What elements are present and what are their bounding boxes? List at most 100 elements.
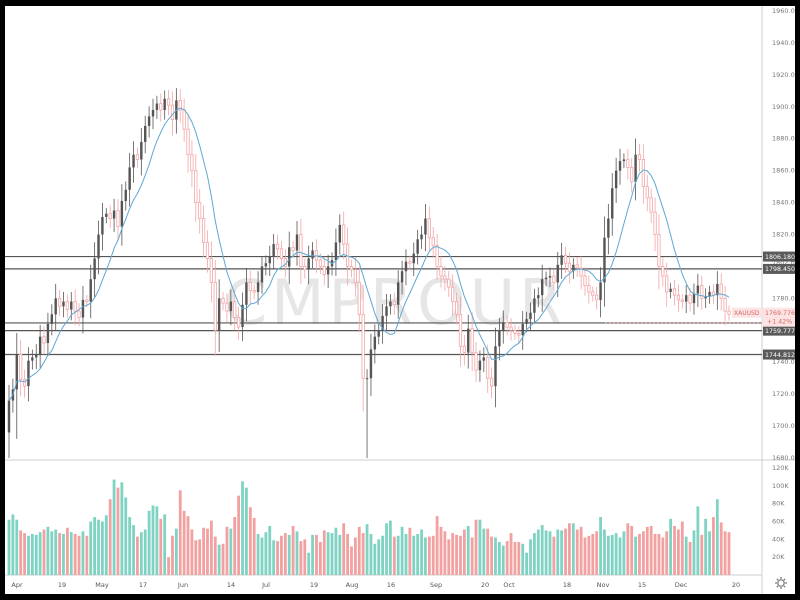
candle-body [144, 125, 147, 142]
volume-bar [622, 531, 626, 575]
symbol-tag-bg [732, 307, 762, 318]
volume-bar [610, 534, 614, 575]
volume-bar [217, 544, 221, 575]
candle-body [672, 288, 677, 296]
volume-bar [93, 517, 97, 575]
price-tick-label: 1960.000 [772, 7, 795, 15]
candle-body [637, 154, 642, 160]
candle-body [412, 253, 415, 264]
volume-bar [202, 527, 205, 575]
candle-body [607, 218, 610, 238]
candle-body [209, 258, 213, 283]
candle-body [31, 357, 34, 361]
candle-body [572, 264, 575, 272]
volume-bar [715, 499, 719, 575]
volume-bar [361, 533, 365, 575]
volume-bar [198, 539, 202, 575]
volume-bar [237, 495, 241, 575]
candle-body [361, 313, 365, 379]
candle-body [198, 202, 202, 219]
volume-bar [416, 533, 420, 575]
volume-bar [322, 530, 326, 575]
volume-bar [638, 533, 641, 575]
volume-bar [618, 537, 622, 575]
volume-bar [159, 518, 163, 575]
volume-bar [97, 519, 100, 575]
volume-bar [583, 537, 587, 575]
volume-bar [497, 542, 501, 575]
candle-body [696, 285, 700, 294]
volume-bar [186, 516, 190, 575]
volume-bar [120, 482, 124, 575]
chart-background [5, 6, 795, 594]
volume-bar [641, 531, 645, 575]
candle-body [509, 326, 513, 331]
candle-body [431, 237, 435, 247]
volume-bar [435, 516, 439, 575]
volume-bar [128, 517, 132, 575]
candle-body [275, 243, 280, 250]
candle-body [260, 266, 264, 283]
volume-bar [209, 520, 213, 575]
volume-bar [677, 529, 680, 575]
candle-body [105, 213, 108, 217]
volume-bar [81, 531, 85, 575]
candle-body [641, 159, 645, 188]
volume-bar [357, 526, 361, 575]
candle-body [513, 329, 517, 334]
volume-bar [509, 533, 513, 575]
candle-body [178, 100, 182, 111]
volume-bar [268, 525, 272, 575]
candle-body [704, 296, 707, 299]
time-label: 20 [732, 581, 740, 589]
volume-bar [147, 510, 151, 575]
candle-body [186, 128, 190, 156]
volume-bar [494, 537, 497, 575]
volume-bar [342, 523, 346, 575]
volume-bar [385, 523, 388, 575]
candle-body [288, 247, 291, 267]
volume-axis-ticks: 120K 100K 80K 60K 40K 20K [772, 464, 789, 561]
candle-body [338, 224, 342, 243]
candle-body [665, 275, 669, 293]
candle-body [268, 256, 271, 264]
volume-bar [27, 535, 30, 575]
volume-bar [626, 523, 630, 575]
volume-bar [124, 497, 128, 575]
candle-body [451, 286, 455, 302]
candle-body [692, 293, 696, 304]
candle-body [135, 154, 140, 160]
time-label: Oct [503, 581, 515, 589]
candle-body [521, 323, 524, 336]
volume-bar [139, 532, 143, 575]
volume-bar [517, 542, 521, 575]
time-label: Sep [430, 581, 442, 589]
candle-body [579, 267, 583, 277]
volume-bar [392, 536, 396, 575]
candle-body [416, 239, 419, 254]
settings-icon[interactable] [775, 577, 787, 589]
time-label: Aug [346, 581, 359, 589]
candle-body [392, 301, 396, 306]
moving-average-line [8, 107, 730, 401]
candle-body [462, 345, 466, 354]
price-tick-label: 1700.000 [772, 422, 795, 430]
candlestick-chart: CMPROUR 1960.0001940.0001920.0001900.000… [5, 6, 800, 594]
candle-body [217, 298, 221, 331]
volume-bar [182, 510, 186, 575]
volume-bar [252, 517, 256, 575]
candle-body [435, 245, 439, 267]
candle-body [540, 279, 544, 296]
candle-body [225, 302, 229, 312]
volume-bar [505, 541, 509, 575]
candle-body [81, 299, 85, 318]
level-price-label-bg [763, 251, 795, 262]
volume-bar [245, 487, 248, 575]
candle-body [62, 301, 65, 307]
candle-body [618, 161, 622, 171]
candle-body [120, 200, 124, 227]
time-label: Nov [597, 581, 610, 589]
candle-body [389, 301, 392, 307]
candle-body [15, 354, 18, 390]
volume-bar [163, 514, 167, 575]
